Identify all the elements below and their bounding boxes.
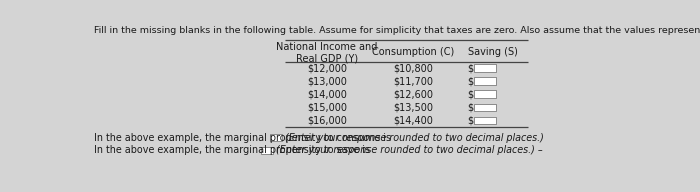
Text: $15,000: $15,000 xyxy=(307,102,347,112)
Text: $13,500: $13,500 xyxy=(393,102,433,112)
FancyBboxPatch shape xyxy=(474,64,496,72)
Text: $: $ xyxy=(468,102,473,112)
FancyBboxPatch shape xyxy=(474,117,496,124)
Text: Fill in the missing blanks in the following table. Assume for simplicity that ta: Fill in the missing blanks in the follow… xyxy=(94,26,700,35)
Text: (Enter your response rounded to two decimal places.): (Enter your response rounded to two deci… xyxy=(285,133,543,143)
Text: $14,000: $14,000 xyxy=(307,89,347,99)
Text: $14,400: $14,400 xyxy=(393,115,433,125)
Text: In the above example, the marginal propensity to consume is: In the above example, the marginal prope… xyxy=(94,133,391,143)
Text: $: $ xyxy=(468,115,473,125)
Text: $: $ xyxy=(468,76,473,86)
Text: $12,600: $12,600 xyxy=(393,89,433,99)
FancyBboxPatch shape xyxy=(261,147,274,154)
FancyBboxPatch shape xyxy=(270,134,282,141)
Text: $: $ xyxy=(468,63,473,73)
Text: $12,000: $12,000 xyxy=(307,63,347,73)
Text: (Enter your response rounded to two decimal places.) –: (Enter your response rounded to two deci… xyxy=(276,145,542,155)
FancyBboxPatch shape xyxy=(474,77,496,85)
Text: $13,000: $13,000 xyxy=(307,76,347,86)
Text: Consumption (C): Consumption (C) xyxy=(372,47,454,57)
Text: $16,000: $16,000 xyxy=(307,115,347,125)
Text: National Income and
Real GDP (Y): National Income and Real GDP (Y) xyxy=(276,41,378,64)
Text: $11,700: $11,700 xyxy=(393,76,433,86)
Text: In the above example, the marginal propensity to save is: In the above example, the marginal prope… xyxy=(94,145,370,155)
Text: $: $ xyxy=(468,89,473,99)
FancyBboxPatch shape xyxy=(474,90,496,98)
Text: Saving (S): Saving (S) xyxy=(468,47,518,57)
Text: $10,800: $10,800 xyxy=(393,63,433,73)
FancyBboxPatch shape xyxy=(474,103,496,111)
